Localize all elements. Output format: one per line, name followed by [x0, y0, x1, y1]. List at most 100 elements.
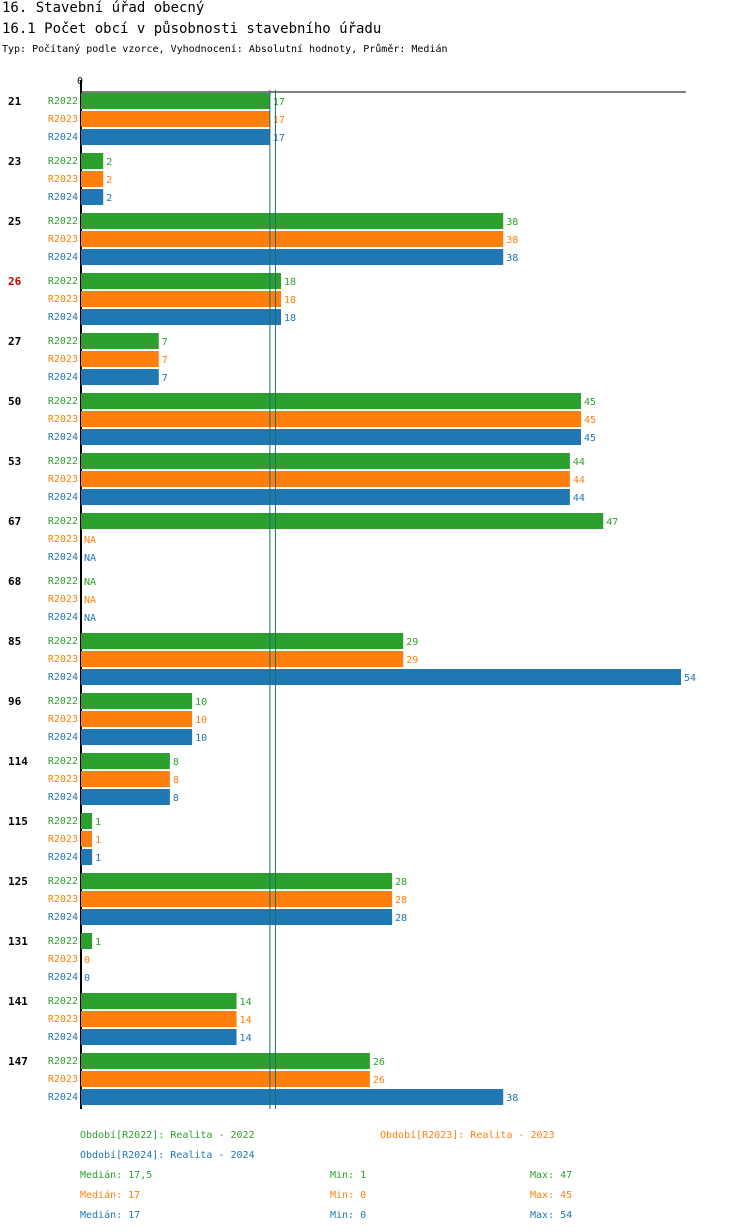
- value-label: 26: [373, 1075, 385, 1086]
- series-label: R2023: [48, 174, 78, 185]
- value-label: 29: [406, 655, 418, 666]
- value-label: NA: [84, 613, 96, 624]
- value-label: 1: [95, 937, 101, 948]
- series-label: R2022: [48, 516, 78, 527]
- bar: [81, 411, 581, 427]
- stat-min-r2023: Min: 0: [330, 1190, 366, 1201]
- series-label: R2024: [48, 792, 78, 803]
- bar: [81, 789, 170, 805]
- series-label: R2024: [48, 732, 78, 743]
- series-label: R2022: [48, 876, 78, 887]
- bar: [81, 429, 581, 445]
- value-label: 18: [284, 277, 296, 288]
- series-label: R2023: [48, 894, 78, 905]
- stat-median-r2024: Medián: 17: [80, 1209, 140, 1221]
- bar: [81, 309, 281, 325]
- value-label: 17: [273, 97, 285, 108]
- series-label: R2024: [48, 912, 78, 923]
- series-label: R2023: [48, 354, 78, 365]
- category-label: 85: [8, 635, 21, 648]
- value-label: 0: [84, 955, 90, 966]
- series-label: R2022: [48, 936, 78, 947]
- value-label: 10: [195, 733, 207, 744]
- value-label: 14: [240, 1015, 252, 1026]
- value-label: 8: [173, 775, 179, 786]
- bar: [81, 129, 270, 145]
- value-label: 2: [106, 175, 112, 186]
- bar: [81, 1089, 504, 1105]
- stat-median-r2022: Medián: 17,5: [80, 1169, 152, 1181]
- bar: [81, 93, 270, 109]
- series-label: R2023: [48, 1074, 78, 1085]
- value-label: 28: [395, 913, 407, 924]
- bar: [81, 213, 504, 229]
- bar: [81, 273, 281, 289]
- series-label: R2024: [48, 552, 78, 563]
- value-label: 47: [606, 517, 618, 528]
- legend-r2024: Období[R2024]: Realita - 2024: [80, 1149, 255, 1161]
- series-label: R2024: [48, 192, 78, 203]
- bar: [81, 189, 104, 205]
- value-label: 7: [162, 337, 168, 348]
- bar: [81, 369, 159, 385]
- value-label: 0: [84, 973, 90, 984]
- bar: [81, 909, 393, 925]
- bar: [81, 393, 581, 409]
- category-label: 25: [8, 215, 21, 228]
- value-label: 10: [195, 715, 207, 726]
- category-label: 50: [8, 395, 21, 408]
- value-label: 45: [584, 433, 596, 444]
- bar: [81, 933, 93, 949]
- series-label: R2023: [48, 654, 78, 665]
- value-label: 44: [573, 475, 585, 486]
- value-label: 54: [684, 673, 696, 684]
- chart-subtitle: 16.1 Počet obcí v působnosti stavebního …: [2, 21, 382, 37]
- category-label: 96: [8, 695, 22, 708]
- value-label: 7: [162, 373, 168, 384]
- series-label: R2022: [48, 1056, 78, 1067]
- series-label: R2024: [48, 312, 78, 323]
- bar: [81, 111, 270, 127]
- value-label: 10: [195, 697, 207, 708]
- bar: [81, 711, 193, 727]
- bar: [81, 831, 93, 847]
- bar: [81, 153, 104, 169]
- value-label: 44: [573, 493, 585, 504]
- value-label: 38: [506, 1093, 518, 1104]
- series-label: R2022: [48, 996, 78, 1007]
- series-label: R2023: [48, 234, 78, 245]
- series-label: R2023: [48, 1014, 78, 1025]
- stat-min-r2024: Min: 0: [330, 1210, 366, 1221]
- bar: [81, 813, 93, 829]
- bar: [81, 453, 570, 469]
- series-label: R2023: [48, 414, 78, 425]
- bar: [81, 351, 159, 367]
- value-label: 1: [95, 853, 101, 864]
- category-label: 115: [8, 815, 28, 828]
- category-label: 114: [8, 755, 28, 768]
- value-label: 2: [106, 157, 112, 168]
- series-label: R2022: [48, 216, 78, 227]
- bar: [81, 771, 170, 787]
- bar: [81, 249, 504, 265]
- value-label: 14: [240, 1033, 252, 1044]
- stat-median-r2023: Medián: 17: [80, 1189, 140, 1201]
- series-label: R2022: [48, 636, 78, 647]
- bar: [81, 291, 281, 307]
- bar: [81, 633, 404, 649]
- value-label: 1: [95, 817, 101, 828]
- series-label: R2023: [48, 834, 78, 845]
- legend-r2023: Období[R2023]: Realita - 2023: [380, 1129, 555, 1141]
- bar: [81, 1029, 237, 1045]
- series-label: R2022: [48, 96, 78, 107]
- value-label: 2: [106, 193, 112, 204]
- value-label: 29: [406, 637, 418, 648]
- value-label: NA: [84, 553, 96, 564]
- category-label: 21: [8, 95, 22, 108]
- page-title: 16. Stavební úřad obecný: [2, 0, 205, 16]
- series-label: R2022: [48, 156, 78, 167]
- value-label: 18: [284, 295, 296, 306]
- value-label: 17: [273, 115, 285, 126]
- category-label: 68: [8, 575, 21, 588]
